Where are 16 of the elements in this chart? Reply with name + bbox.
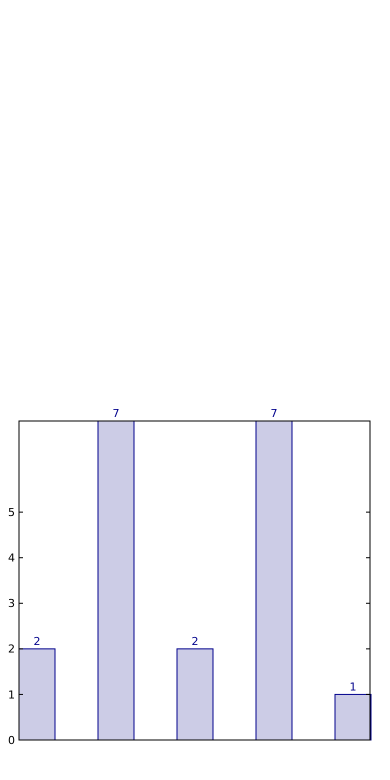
bar — [256, 420, 292, 740]
bar — [98, 420, 134, 740]
y-tick-label: 3 — [8, 597, 15, 610]
y-tick-label: 1 — [8, 688, 15, 702]
data-label: 7 — [270, 407, 278, 420]
y-tick-label: 0 — [8, 734, 15, 747]
bar — [176, 648, 214, 740]
y-tick-label: 2 — [8, 642, 15, 656]
bar — [18, 648, 56, 740]
y-tick-label: 4 — [8, 552, 15, 565]
data-label: 2 — [192, 634, 198, 648]
data-label: 7 — [112, 407, 120, 420]
y-tick-label: 5 — [8, 506, 15, 519]
data-label: 2 — [34, 634, 40, 648]
bar — [334, 694, 372, 740]
data-label: 1 — [350, 680, 356, 694]
